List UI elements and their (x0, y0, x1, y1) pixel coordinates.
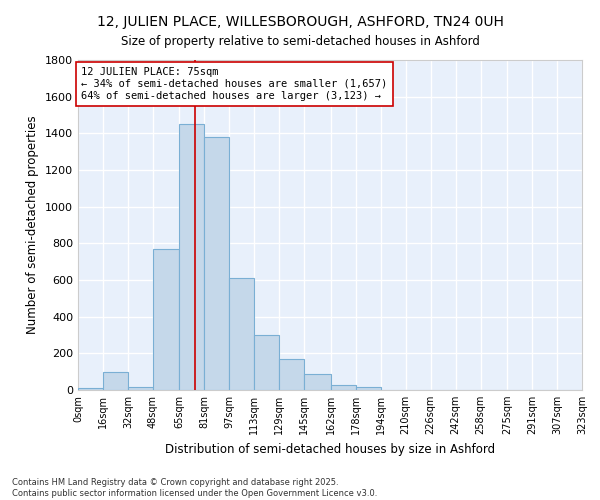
X-axis label: Distribution of semi-detached houses by size in Ashford: Distribution of semi-detached houses by … (165, 442, 495, 456)
Bar (254, 335, 279, 390)
Bar (205, 137, 229, 390)
Text: 12, JULIEN PLACE, WILLESBOROUGH, ASHFORD, TN24 0UH: 12, JULIEN PLACE, WILLESBOROUGH, ASHFORD… (97, 15, 503, 29)
Bar (304, 374, 331, 390)
Bar (179, 124, 205, 390)
Bar (279, 359, 304, 390)
Bar (331, 384, 356, 390)
Bar (229, 278, 254, 390)
Bar (103, 372, 128, 390)
Y-axis label: Number of semi-detached properties: Number of semi-detached properties (26, 116, 40, 334)
Text: 12 JULIEN PLACE: 75sqm
← 34% of semi-detached houses are smaller (1,657)
64% of : 12 JULIEN PLACE: 75sqm ← 34% of semi-det… (81, 68, 388, 100)
Bar (153, 249, 179, 390)
Bar (128, 387, 153, 390)
Text: Size of property relative to semi-detached houses in Ashford: Size of property relative to semi-detach… (121, 35, 479, 48)
Text: Contains HM Land Registry data © Crown copyright and database right 2025.
Contai: Contains HM Land Registry data © Crown c… (12, 478, 377, 498)
Bar (78, 388, 103, 390)
Bar (356, 386, 381, 390)
